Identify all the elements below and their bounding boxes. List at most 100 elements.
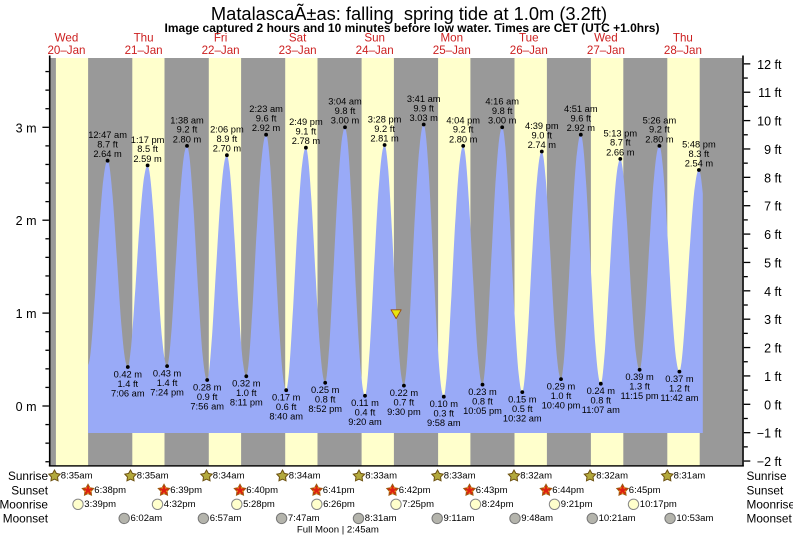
svg-text:6:41pm: 6:41pm [323, 485, 355, 496]
svg-text:5:28pm: 5:28pm [243, 499, 275, 510]
svg-text:0.4 ft: 0.4 ft [355, 408, 376, 418]
svg-text:0.10 m: 0.10 m [430, 399, 459, 409]
svg-text:0.15 m: 0.15 m [508, 394, 537, 404]
svg-text:9:58 am: 9:58 am [427, 418, 461, 428]
svg-text:1 m: 1 m [16, 307, 37, 321]
svg-text:9.2 ft: 9.2 ft [374, 124, 395, 134]
svg-text:0.11 m: 0.11 m [351, 398, 379, 408]
svg-text:8:34am: 8:34am [213, 471, 245, 482]
svg-text:27–Jan: 27–Jan [587, 44, 625, 57]
svg-text:8:31am: 8:31am [365, 513, 397, 524]
svg-text:Sunset: Sunset [747, 483, 784, 497]
svg-text:9:30 pm: 9:30 pm [387, 407, 421, 417]
svg-text:Moonset: Moonset [747, 511, 793, 525]
svg-text:4 ft: 4 ft [764, 285, 782, 299]
svg-text:2.92 m: 2.92 m [252, 123, 281, 133]
svg-text:0.39 m: 0.39 m [625, 372, 654, 382]
svg-text:8:31am: 8:31am [674, 471, 706, 482]
svg-text:8:32am: 8:32am [520, 471, 552, 482]
svg-text:1.4 ft: 1.4 ft [157, 378, 178, 388]
svg-text:2.92 m: 2.92 m [567, 123, 596, 133]
svg-text:10:32 am: 10:32 am [503, 413, 542, 423]
svg-text:2.59 m: 2.59 m [133, 154, 162, 164]
svg-text:1 ft: 1 ft [764, 370, 782, 384]
svg-text:8:24pm: 8:24pm [482, 499, 514, 510]
svg-text:8.3 ft: 8.3 ft [689, 149, 710, 159]
svg-text:1.4 ft: 1.4 ft [117, 379, 138, 389]
svg-text:Thu: Thu [134, 31, 154, 44]
svg-text:1.0 ft: 1.0 ft [551, 391, 572, 401]
svg-text:2.81 m: 2.81 m [370, 133, 399, 143]
svg-text:Sat: Sat [289, 31, 307, 44]
svg-text:1.0 ft: 1.0 ft [236, 388, 257, 398]
svg-text:6:42pm: 6:42pm [399, 485, 431, 496]
svg-text:0.28 m: 0.28 m [193, 382, 222, 392]
svg-text:0.3 ft: 0.3 ft [433, 409, 454, 419]
svg-text:22–Jan: 22–Jan [202, 44, 240, 57]
svg-text:3.00 m: 3.00 m [488, 116, 517, 126]
svg-text:Mon: Mon [441, 31, 464, 44]
svg-text:8:35am: 8:35am [137, 471, 169, 482]
svg-text:2.70 m: 2.70 m [213, 144, 242, 154]
svg-text:6:45pm: 6:45pm [629, 485, 661, 496]
svg-text:Moonset: Moonset [3, 511, 49, 525]
svg-text:9.2 ft: 9.2 ft [453, 125, 474, 135]
svg-text:26–Jan: 26–Jan [510, 44, 548, 57]
svg-text:9:20 am: 9:20 am [348, 417, 382, 427]
svg-text:9.8 ft: 9.8 ft [492, 106, 513, 116]
svg-text:8.7 ft: 8.7 ft [97, 140, 118, 150]
svg-text:6:39pm: 6:39pm [170, 485, 202, 496]
svg-text:7:47am: 7:47am [288, 513, 320, 524]
svg-text:2.80 m: 2.80 m [645, 134, 674, 144]
svg-text:9.8 ft: 9.8 ft [335, 106, 356, 116]
svg-text:28–Jan: 28–Jan [664, 44, 702, 57]
svg-text:0.32 m: 0.32 m [232, 379, 261, 389]
svg-text:−2 ft: −2 ft [757, 455, 782, 469]
svg-text:25–Jan: 25–Jan [433, 44, 471, 57]
svg-text:8 ft: 8 ft [764, 171, 782, 185]
svg-text:7:24 pm: 7:24 pm [150, 387, 184, 397]
svg-text:3.03 m: 3.03 m [409, 113, 438, 123]
svg-text:9.2 ft: 9.2 ft [649, 125, 670, 135]
svg-text:4:32pm: 4:32pm [164, 499, 196, 510]
svg-text:10:17pm: 10:17pm [640, 499, 677, 510]
svg-text:9.1 ft: 9.1 ft [296, 127, 317, 137]
svg-text:Sunrise: Sunrise [747, 469, 787, 483]
svg-text:3 m: 3 m [16, 121, 37, 135]
svg-text:24–Jan: 24–Jan [356, 44, 394, 57]
svg-text:8:11 pm: 8:11 pm [230, 398, 263, 408]
svg-text:0.23 m: 0.23 m [468, 387, 497, 397]
svg-text:11 ft: 11 ft [758, 86, 782, 100]
svg-text:Moonrise: Moonrise [747, 497, 793, 511]
svg-text:21–Jan: 21–Jan [125, 44, 163, 57]
svg-text:8.5 ft: 8.5 ft [137, 144, 158, 154]
svg-text:2.80 m: 2.80 m [449, 134, 478, 144]
svg-text:2 m: 2 m [16, 214, 37, 228]
svg-text:Full Moon | 2:45am: Full Moon | 2:45am [297, 525, 379, 536]
svg-text:0.8 ft: 0.8 ft [590, 396, 611, 406]
svg-text:1.3 ft: 1.3 ft [629, 382, 650, 392]
svg-text:12 ft: 12 ft [757, 58, 782, 72]
svg-text:23–Jan: 23–Jan [279, 44, 317, 57]
svg-text:Wed: Wed [55, 31, 79, 44]
svg-text:Thu: Thu [673, 31, 693, 44]
svg-text:0.25 m: 0.25 m [311, 385, 340, 395]
svg-text:6:43pm: 6:43pm [476, 485, 508, 496]
svg-text:11:15 pm: 11:15 pm [621, 391, 659, 401]
svg-text:20–Jan: 20–Jan [47, 44, 85, 57]
svg-text:2.80 m: 2.80 m [173, 134, 202, 144]
svg-text:−1 ft: −1 ft [757, 427, 782, 441]
svg-text:8.9 ft: 8.9 ft [217, 134, 238, 144]
svg-text:2 ft: 2 ft [764, 342, 782, 356]
svg-text:0.24 m: 0.24 m [587, 386, 616, 396]
svg-text:2.78 m: 2.78 m [292, 136, 321, 146]
svg-text:7 ft: 7 ft [764, 200, 782, 214]
svg-text:0.6 ft: 0.6 ft [276, 402, 297, 412]
svg-text:6:57am: 6:57am [210, 513, 242, 524]
svg-text:0.8 ft: 0.8 ft [472, 396, 493, 406]
svg-text:6:38pm: 6:38pm [94, 485, 126, 496]
svg-text:Wed: Wed [594, 31, 618, 44]
svg-text:9.6 ft: 9.6 ft [256, 114, 277, 124]
svg-text:8.7 ft: 8.7 ft [610, 138, 631, 148]
svg-text:7:25pm: 7:25pm [402, 499, 434, 510]
